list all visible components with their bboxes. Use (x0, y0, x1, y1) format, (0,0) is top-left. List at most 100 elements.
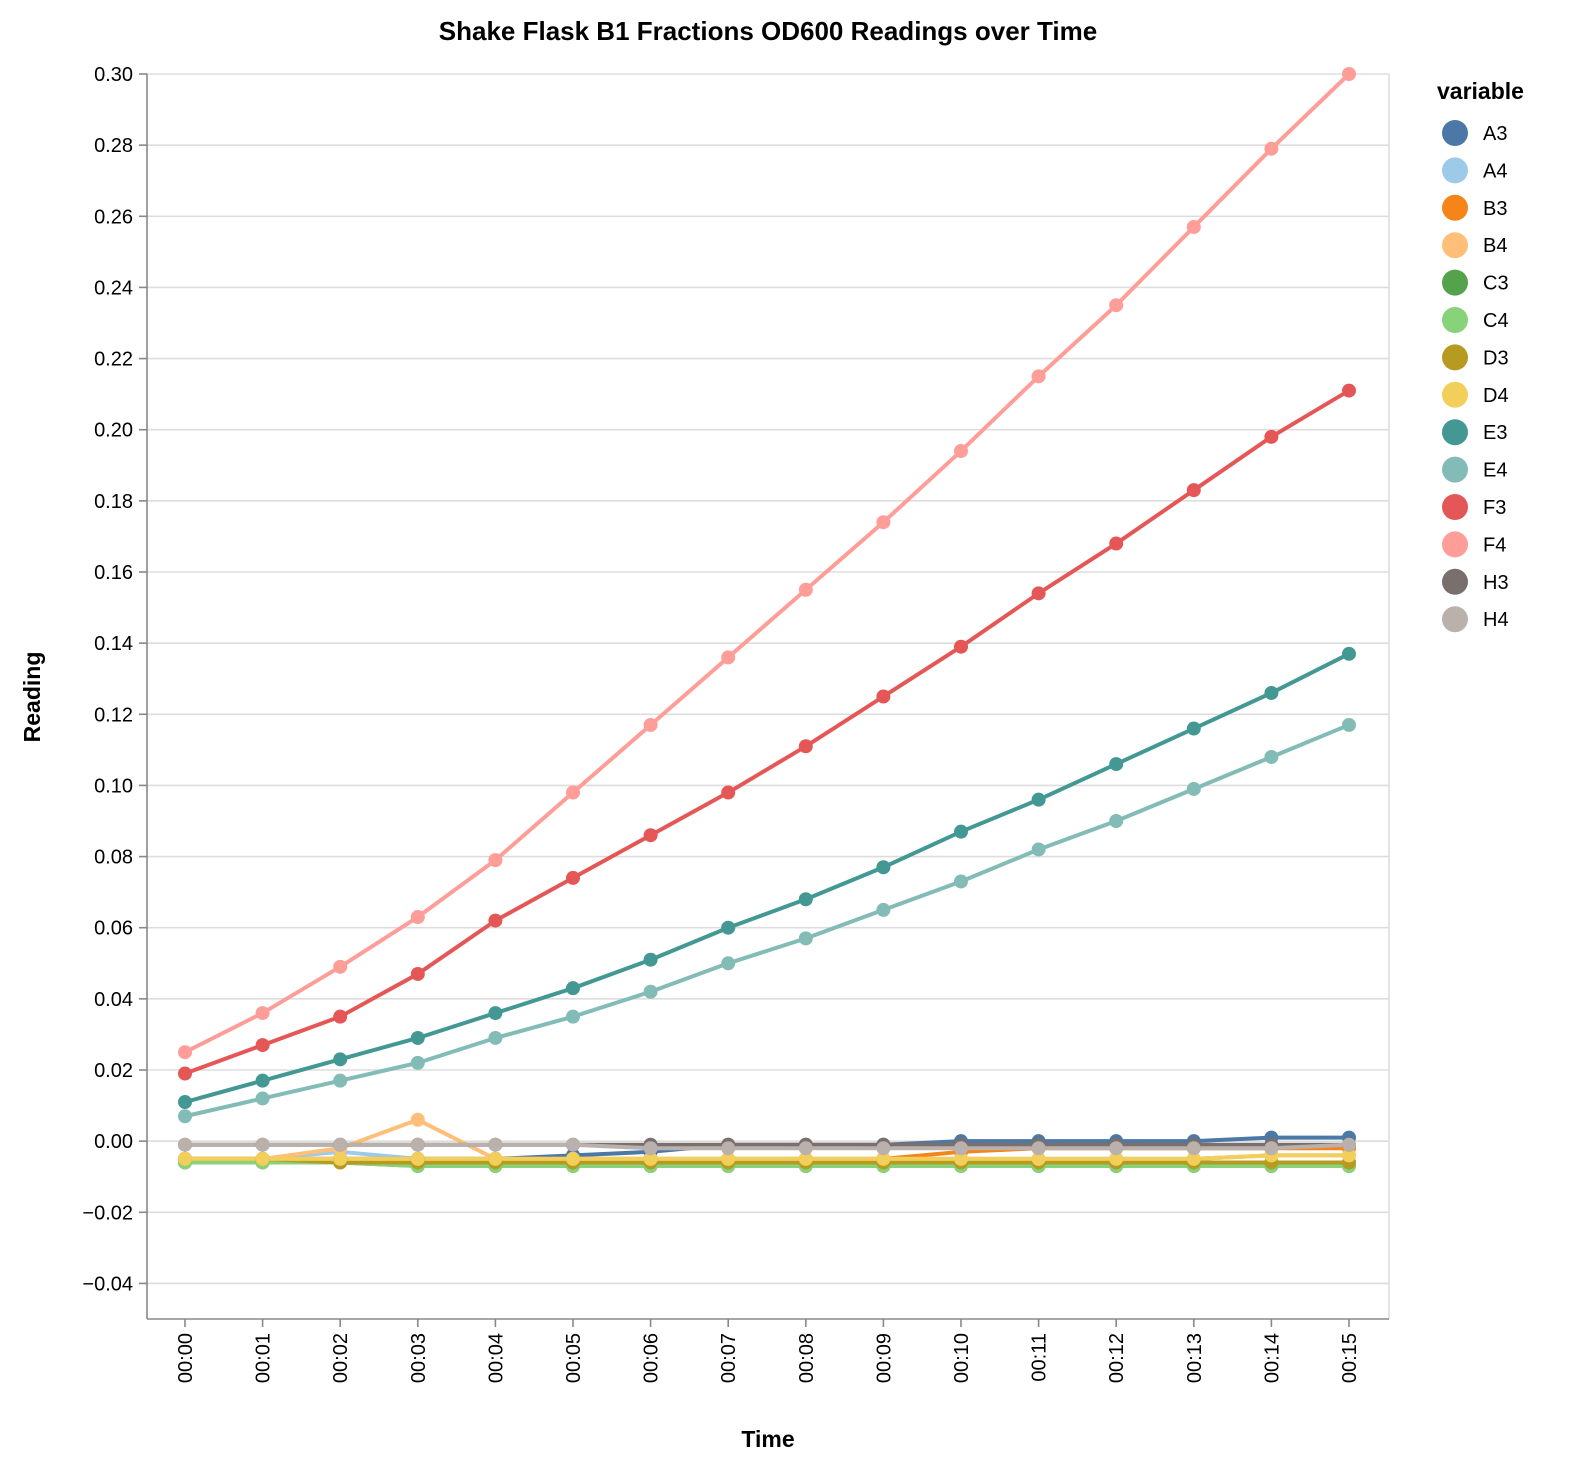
data-point-E3 (1109, 757, 1124, 772)
data-point-H4 (1264, 1141, 1279, 1156)
data-point-H4 (954, 1141, 968, 1156)
data-point-E4 (954, 874, 968, 889)
data-point-H4 (798, 1141, 813, 1156)
data-point-E3 (1186, 721, 1201, 736)
data-point-F4 (1342, 67, 1356, 81)
data-point-E4 (410, 1055, 425, 1070)
legend-swatch-B3 (1442, 194, 1468, 221)
data-point-E4 (178, 1109, 192, 1124)
data-point-H4 (1342, 1137, 1356, 1152)
y-tick-label: 0.28 (94, 135, 133, 157)
data-point-F3 (488, 913, 503, 928)
data-point-H4 (488, 1137, 503, 1152)
data-point-E4 (255, 1091, 270, 1106)
data-point-D4 (255, 1151, 270, 1166)
data-point-E4 (1031, 842, 1046, 857)
x-tick-label: 00:08 (796, 1333, 818, 1383)
y-tick-label: 0.02 (94, 1060, 133, 1082)
data-point-F3 (954, 639, 968, 654)
data-point-H4 (566, 1137, 580, 1152)
legend-swatch-H3 (1442, 568, 1468, 595)
x-tick-label: 00:00 (175, 1333, 197, 1383)
x-tick-label: 00:02 (330, 1333, 352, 1383)
legend-label-E4: E4 (1483, 460, 1507, 482)
x-tick-label: 00:10 (951, 1333, 973, 1383)
series-line-H4 (183, 1142, 1351, 1151)
x-tick-label: 00:03 (408, 1333, 430, 1383)
x-tick-label: 00:11 (1029, 1333, 1051, 1382)
data-point-F3 (178, 1066, 192, 1081)
data-point-E4 (721, 956, 736, 971)
data-point-F4 (721, 650, 736, 665)
legend-label-D3: D3 (1483, 347, 1509, 369)
data-point-H4 (333, 1137, 348, 1152)
y-tick-label: 0.04 (94, 989, 133, 1011)
data-point-E3 (954, 824, 968, 839)
data-point-F4 (1109, 298, 1124, 313)
data-point-F3 (876, 689, 891, 704)
y-tick-label: 0.14 (94, 633, 133, 655)
legend-label-A3: A3 (1483, 123, 1507, 145)
data-point-F4 (1031, 369, 1046, 384)
data-point-F3 (798, 739, 813, 754)
legend-swatch-F3 (1442, 494, 1468, 520)
legend-label-B4: B4 (1483, 235, 1507, 257)
legend-label-D4: D4 (1483, 385, 1509, 407)
x-tick-label: 00:14 (1261, 1333, 1283, 1383)
legend-swatch-B4 (1442, 232, 1468, 259)
data-point-D4 (876, 1151, 891, 1166)
data-point-E4 (1342, 717, 1356, 732)
legend-swatch-D3 (1442, 344, 1468, 371)
data-point-F4 (954, 444, 968, 459)
data-point-F3 (410, 966, 425, 981)
data-point-F3 (1264, 429, 1279, 444)
legend-label-C3: C3 (1483, 273, 1509, 295)
data-point-E4 (643, 984, 658, 999)
y-tick-label: −0.02 (82, 1202, 133, 1224)
data-point-D4 (798, 1151, 813, 1166)
data-point-F3 (643, 828, 658, 843)
data-point-D4 (410, 1151, 425, 1166)
data-point-F3 (1186, 483, 1201, 498)
legend-label-B3: B3 (1483, 198, 1507, 220)
y-tick-label: 0.24 (94, 277, 133, 299)
data-point-D4 (488, 1151, 503, 1166)
series-line-D4 (183, 1153, 1351, 1161)
y-tick-label: 0.18 (94, 491, 133, 513)
data-point-E3 (798, 892, 813, 907)
y-tick-label: 0.26 (94, 206, 133, 228)
data-point-E3 (1342, 646, 1356, 661)
data-point-D4 (721, 1151, 736, 1166)
grid-lines (147, 73, 1390, 1319)
data-point-H4 (721, 1141, 736, 1156)
legend-swatch-F4 (1442, 531, 1468, 558)
y-tick-label: −0.04 (82, 1273, 133, 1295)
data-point-E3 (876, 860, 891, 875)
data-point-D4 (333, 1151, 348, 1166)
legend-swatch-D4 (1442, 381, 1468, 408)
data-point-F3 (255, 1038, 270, 1053)
data-point-D4 (1109, 1151, 1124, 1166)
x-tick-label: 00:12 (1106, 1333, 1128, 1383)
data-point-D4 (178, 1151, 192, 1166)
y-tick-label: 0.20 (94, 420, 133, 442)
x-tick-label: 00:07 (718, 1333, 740, 1383)
data-point-D4 (566, 1151, 580, 1166)
y-tick-label: 0.06 (94, 918, 133, 940)
series-line-D3 (183, 1156, 1351, 1165)
data-point-F4 (1186, 219, 1201, 234)
data-point-H4 (643, 1141, 658, 1156)
legend-label-F4: F4 (1483, 534, 1506, 556)
chart-title: Shake Flask B1 Fractions OD600 Readings … (439, 16, 1097, 46)
data-point-D4 (1186, 1151, 1201, 1166)
data-point-F3 (566, 870, 580, 885)
x-tick-label: 00:06 (641, 1333, 663, 1383)
data-point-E3 (333, 1052, 348, 1067)
data-point-E4 (1109, 814, 1124, 828)
y-tick-label: 0.08 (94, 847, 133, 869)
legend-title: variable (1437, 78, 1524, 104)
legend-swatch-H4 (1442, 606, 1468, 633)
data-point-D4 (643, 1151, 658, 1166)
data-point-E3 (488, 1006, 503, 1021)
